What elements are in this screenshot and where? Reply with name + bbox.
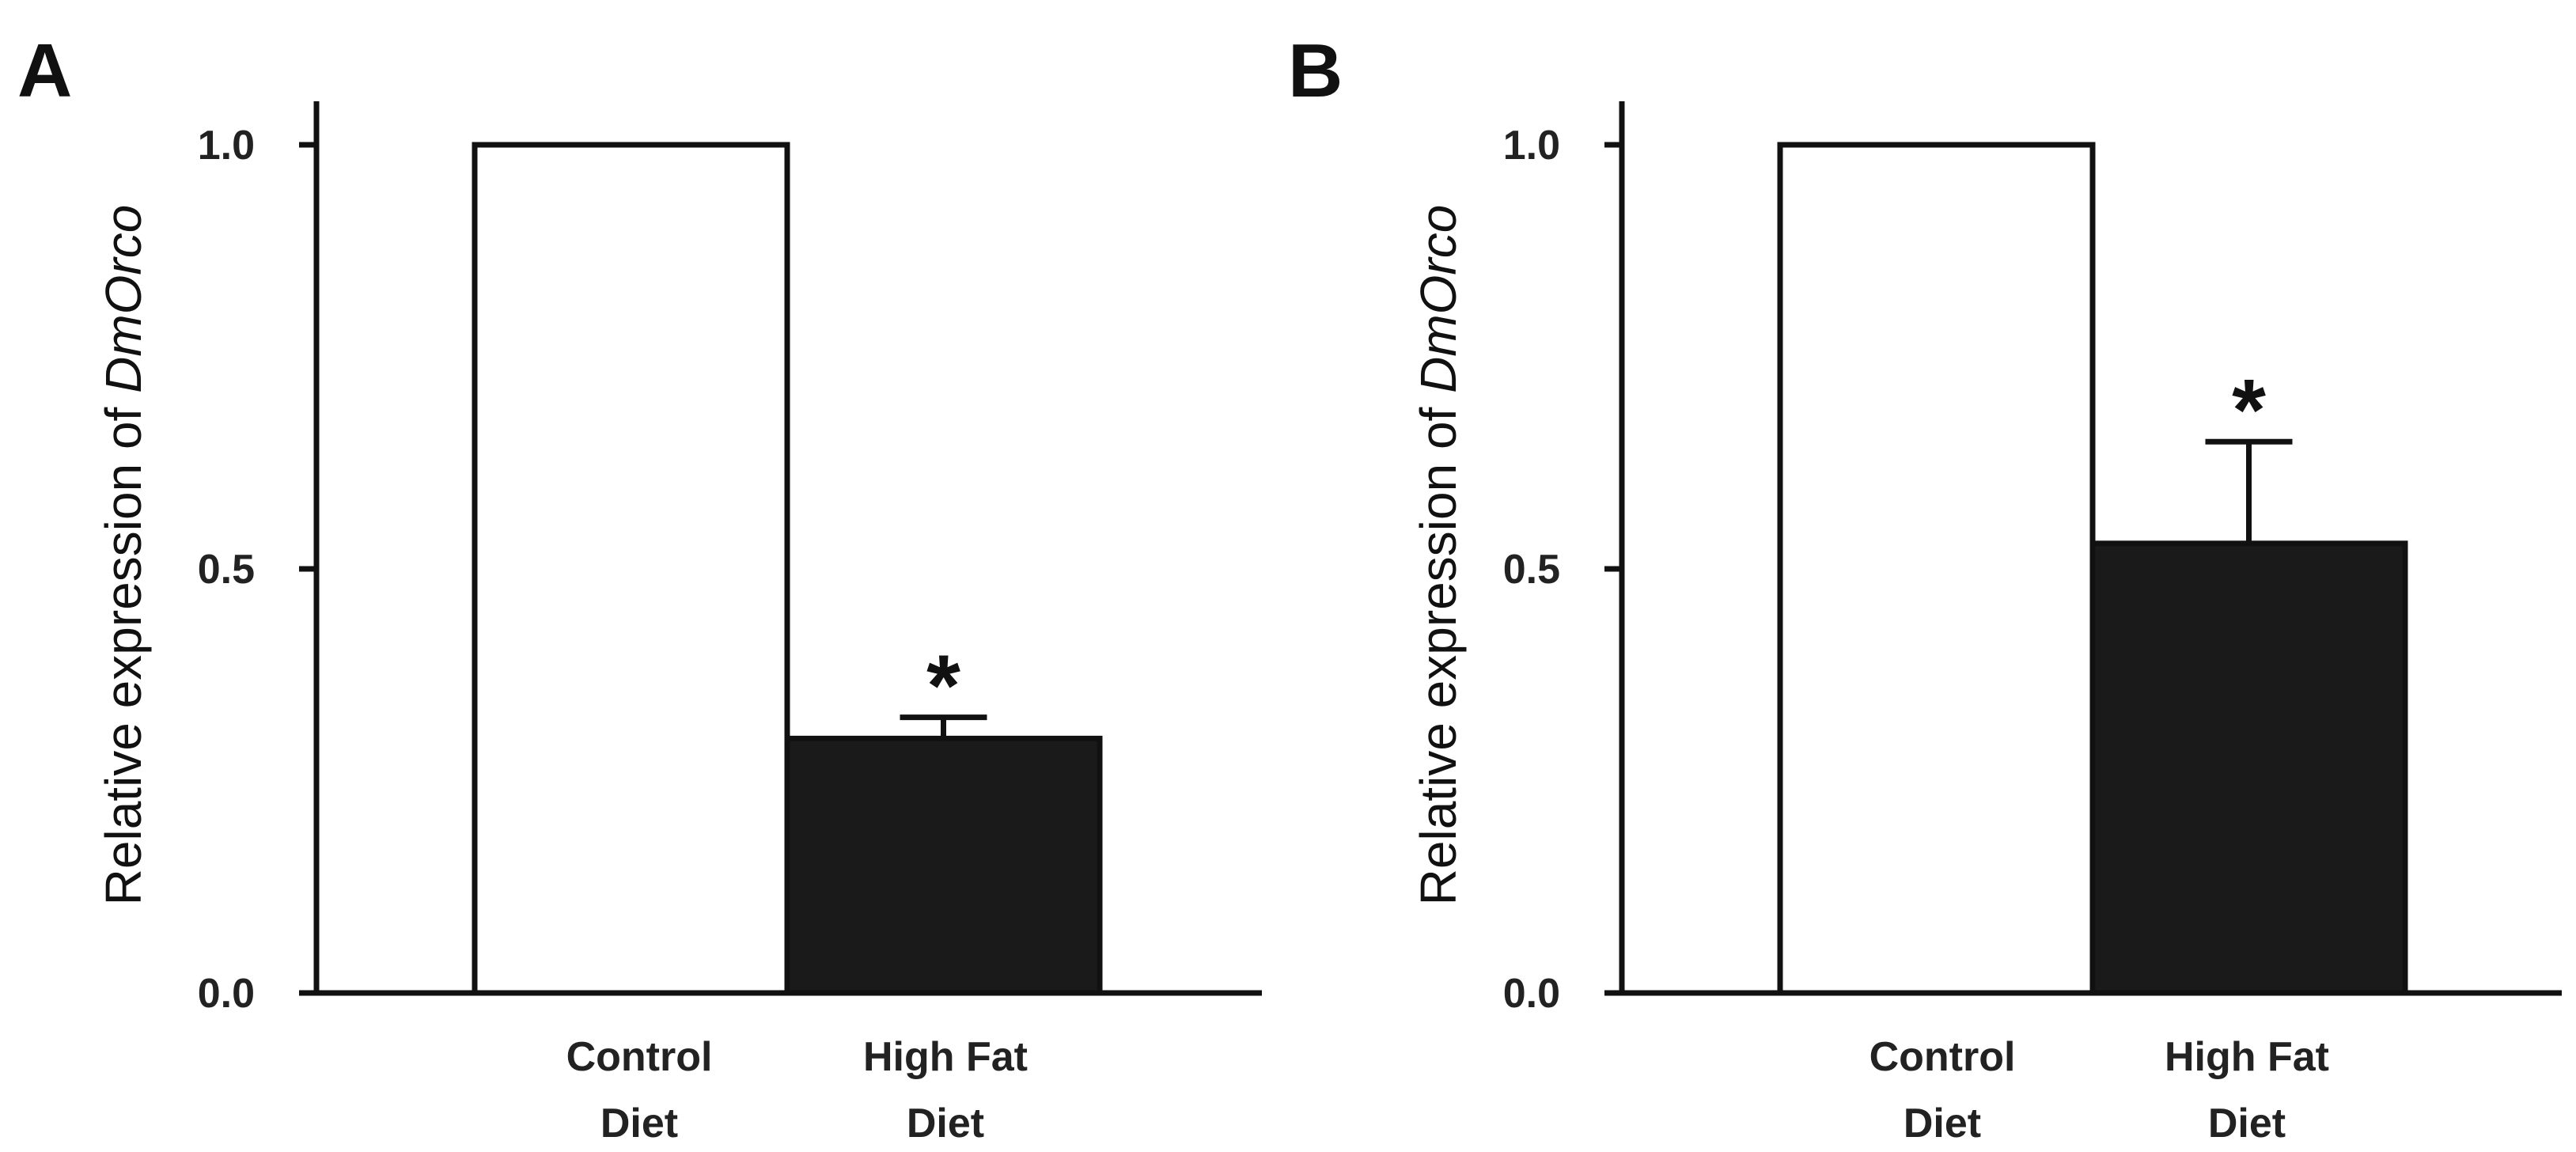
panel-a-category-label-line1: High Fat [863,1034,1028,1080]
panel-a-y-tick-label: 0.0 [198,971,255,1017]
panel-b-category-label-line2: Diet [2208,1101,2286,1146]
panel-b-y-axis-label-gene: DmOrco [1410,205,1467,393]
panel-b-category-label-line1: High Fat [2165,1034,2329,1080]
panel-b-y-tick-label: 0.0 [1503,971,1560,1017]
panel-b-bar-high-fat [2089,540,2408,996]
panel-a-y-axis-label-gene: DmOrco [95,205,152,393]
panel-b-significance-asterisk: * [2232,362,2266,459]
panel-b-bar-control [1777,142,2096,996]
panel-b-letter: B [1288,28,1343,113]
panel-a-y-axis-label: Relative expression of DmOrco [95,205,152,906]
panel-b-y-tick-label: 1.0 [1503,123,1560,169]
panel-a-category-label-line2: Diet [600,1101,678,1146]
panel-a-category-label-line1: Control [566,1034,713,1080]
panel-b-category-label-line2: Diet [1904,1101,1981,1146]
panel-a-category-label-line2: Diet [907,1101,984,1146]
panel-b-category-label-line1: Control [1869,1034,2016,1080]
panel-a: A * 0.0 0.5 1.0 Relative expression of DmOrco… [17,28,1262,1146]
panel-a-y-tick-label: 1.0 [198,123,255,169]
panel-a-letter: A [17,28,72,113]
panel-a-y-tick-label: 0.5 [198,547,255,593]
panel-b-y-axis-label: Relative expression of DmOrco [1410,205,1467,906]
panel-a-significance-asterisk: * [926,638,960,735]
panel-b-y-tick-label: 0.5 [1503,547,1560,593]
panel-a-bar-control [472,142,790,996]
panel-b: B * 0.0 0.5 1.0 Relative expression of DmOrco… [1288,28,2562,1146]
panel-a-bar-high-fat [784,735,1103,996]
panel-a-y-axis-label-prefix: Relative expression of [95,393,152,905]
panel-b-y-axis-label-prefix: Relative expression of [1410,393,1467,905]
